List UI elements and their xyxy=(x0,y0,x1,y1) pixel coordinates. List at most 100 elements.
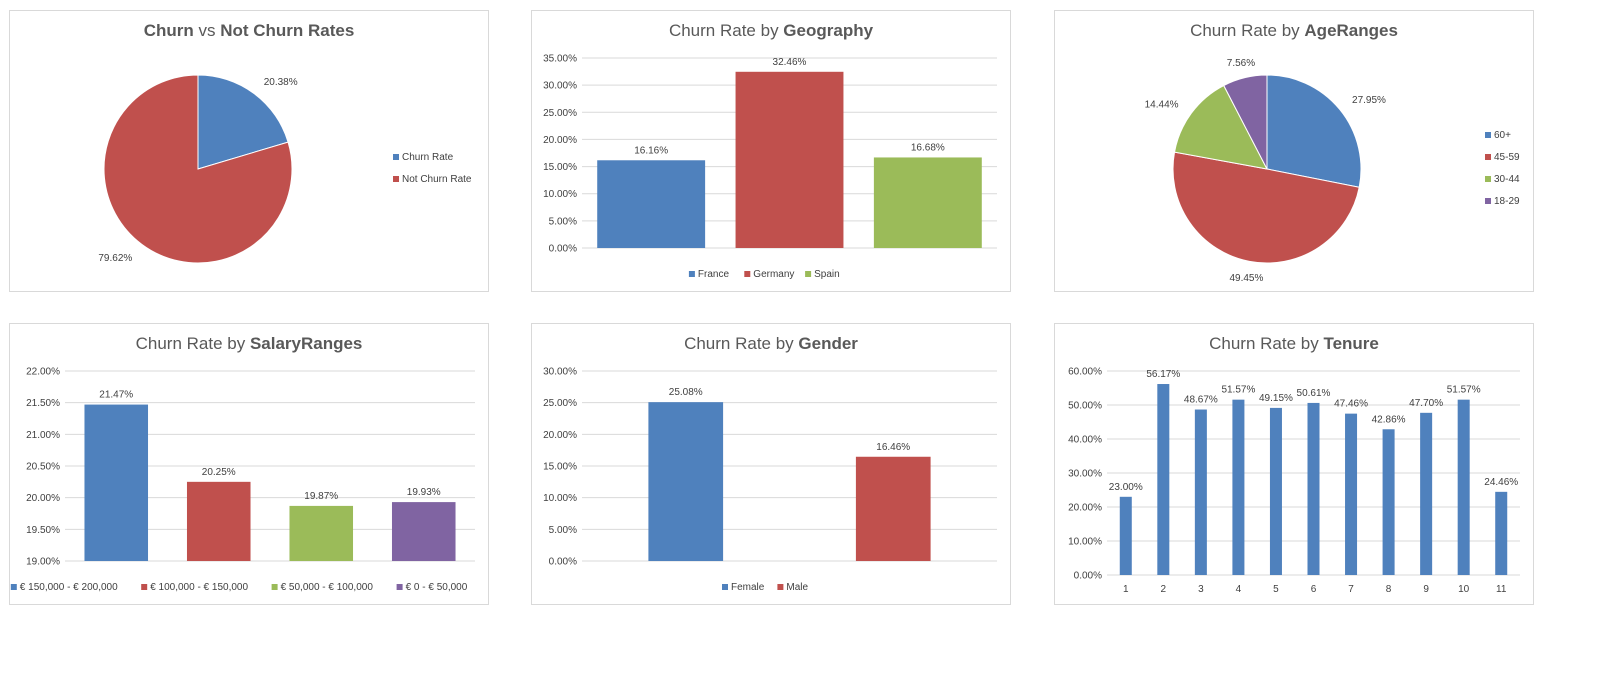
data-label: 19.93% xyxy=(407,487,441,498)
bar xyxy=(1457,399,1470,575)
legend-label: Churn Rate xyxy=(402,152,454,163)
pie-slice xyxy=(1173,84,1268,170)
legend-swatch xyxy=(688,271,695,277)
legend-swatch xyxy=(805,271,812,277)
bar xyxy=(289,505,354,561)
legend-label: € 0 - € 50,000 xyxy=(406,582,468,593)
x-tick-label: 10 xyxy=(1458,584,1470,595)
bar xyxy=(1194,409,1207,575)
x-tick-label: 7 xyxy=(1348,584,1354,595)
data-label: 27.95% xyxy=(1352,95,1386,106)
y-tick-label: 30.00% xyxy=(543,367,577,378)
pie-slice xyxy=(1223,74,1268,170)
data-label: 20.25% xyxy=(202,467,236,478)
data-label: 42.86% xyxy=(1372,414,1406,425)
x-tick-label: 9 xyxy=(1423,584,1429,595)
legend-label: Not Churn Rate xyxy=(402,174,472,185)
chart-title: Churn Rate by SalaryRanges xyxy=(135,334,363,353)
legend-label: 45-59 xyxy=(1494,152,1520,163)
chart-title: Churn vs Not Churn Rates xyxy=(143,21,355,40)
bar xyxy=(1307,402,1320,575)
y-tick-label: 30.00% xyxy=(1068,469,1102,480)
bar-salary-ranges: 19.00% 19.50% 20.00% 20.50% 21.00% 21.50% 22.0… xyxy=(10,367,475,593)
pie-age-ranges: 27.95% 49.45% 14.44% 7.56% 60+ 45-59 30-44 18-2… xyxy=(1145,58,1520,284)
data-label: 49.45% xyxy=(1229,273,1263,284)
legend-label: 30-44 xyxy=(1494,174,1520,185)
y-tick-label: 15.00% xyxy=(543,162,577,173)
pie-slice xyxy=(197,74,289,170)
y-tick-label: 20.00% xyxy=(1068,503,1102,514)
legend-label: Female xyxy=(731,582,765,593)
chart-title: Churn Rate by Geography xyxy=(668,21,874,40)
x-tick-label: 6 xyxy=(1311,584,1317,595)
bar xyxy=(1157,384,1170,575)
y-tick-label: 10.00% xyxy=(543,189,577,200)
bar-tenure: 0.00% 10.00% 20.00% 30.00% 40.00% 50.00% 60.00… xyxy=(1068,367,1520,595)
x-tick-label: 11 xyxy=(1496,584,1507,595)
data-label: 49.15% xyxy=(1259,393,1293,404)
chart-churn-by-salary-ranges: Churn Rate by SalaryRanges 19.00% 19.50% 2… xyxy=(9,323,489,605)
chart-churn-by-tenure: Churn Rate by Tenure 0.00% 10.00% 20.00% 30… xyxy=(1054,323,1534,605)
legend-label: Spain xyxy=(814,269,840,280)
y-tick-label: 15.00% xyxy=(543,462,577,473)
legend-swatch xyxy=(1485,176,1491,182)
y-tick-label: 19.00% xyxy=(26,557,60,568)
y-tick-label: 10.00% xyxy=(1068,537,1102,548)
bar xyxy=(648,402,724,561)
x-tick-label: 4 xyxy=(1236,584,1242,595)
y-tick-label: 25.00% xyxy=(543,398,577,409)
y-tick-label: 21.50% xyxy=(26,398,60,409)
bar xyxy=(735,71,844,248)
bar xyxy=(855,456,931,561)
legend-label: 60+ xyxy=(1494,130,1511,141)
bar-gender: 0.00% 5.00% 10.00% 15.00% 20.00% 25.00% 30.00%… xyxy=(543,367,997,593)
chart-churn-by-age-ranges: Churn Rate by AgeRanges 27.95% 49.45% 14.4… xyxy=(1054,10,1534,292)
bar xyxy=(1232,399,1245,575)
data-label: 20.38% xyxy=(264,77,298,88)
pie-slice xyxy=(103,74,293,264)
legend-swatch xyxy=(393,154,399,160)
legend-swatch xyxy=(10,584,17,590)
data-label: 47.46% xyxy=(1334,399,1368,410)
legend-swatch xyxy=(744,271,751,277)
legend-label: € 50,000 - € 100,000 xyxy=(281,582,374,593)
data-label: 16.68% xyxy=(911,142,945,153)
legend-swatch xyxy=(141,584,148,590)
x-tick-label: 2 xyxy=(1161,584,1167,595)
legend-label: 18-29 xyxy=(1494,196,1520,207)
data-label: 25.08% xyxy=(669,387,703,398)
pie-slice xyxy=(1266,74,1362,188)
legend-swatch xyxy=(396,584,403,590)
chart-churn-by-gender: Churn Rate by Gender 0.00% 5.00% 10.00% 15.… xyxy=(531,323,1011,605)
x-tick-label: 8 xyxy=(1386,584,1392,595)
data-label: 47.70% xyxy=(1409,398,1443,409)
bar xyxy=(1345,413,1358,575)
y-tick-label: 5.00% xyxy=(549,216,577,227)
data-label: 32.46% xyxy=(773,57,807,68)
bar xyxy=(1420,412,1433,575)
data-label: 16.46% xyxy=(876,442,910,453)
data-label: 56.17% xyxy=(1146,369,1180,380)
x-tick-label: 3 xyxy=(1198,584,1204,595)
y-tick-label: 20.00% xyxy=(543,135,577,146)
y-tick-label: 60.00% xyxy=(1068,367,1102,378)
y-tick-label: 25.00% xyxy=(543,108,577,119)
bar xyxy=(1495,491,1508,575)
y-tick-label: 20.00% xyxy=(26,493,60,504)
chart-churn-by-geography: Churn Rate by Geography 0.00% 5.00% 10.00%… xyxy=(531,10,1011,292)
x-tick-label: 5 xyxy=(1273,584,1279,595)
chart-title: Churn Rate by Gender xyxy=(684,334,858,353)
legend-label: Germany xyxy=(753,269,794,280)
y-tick-label: 30.00% xyxy=(543,81,577,92)
x-tick-label: 1 xyxy=(1123,584,1129,595)
bar-geography: 0.00% 5.00% 10.00% 15.00% 20.00% 25.00% 30.00%… xyxy=(543,54,997,280)
y-tick-label: 21.00% xyxy=(26,430,60,441)
legend-swatch xyxy=(1485,132,1491,138)
bar xyxy=(873,157,982,248)
legend-swatch xyxy=(393,176,399,182)
y-tick-label: 22.00% xyxy=(26,367,60,378)
chart-title: Churn Rate by Tenure xyxy=(1209,334,1379,353)
bar xyxy=(1119,496,1132,575)
legend-label: Male xyxy=(786,582,808,593)
legend-swatch xyxy=(777,584,784,590)
